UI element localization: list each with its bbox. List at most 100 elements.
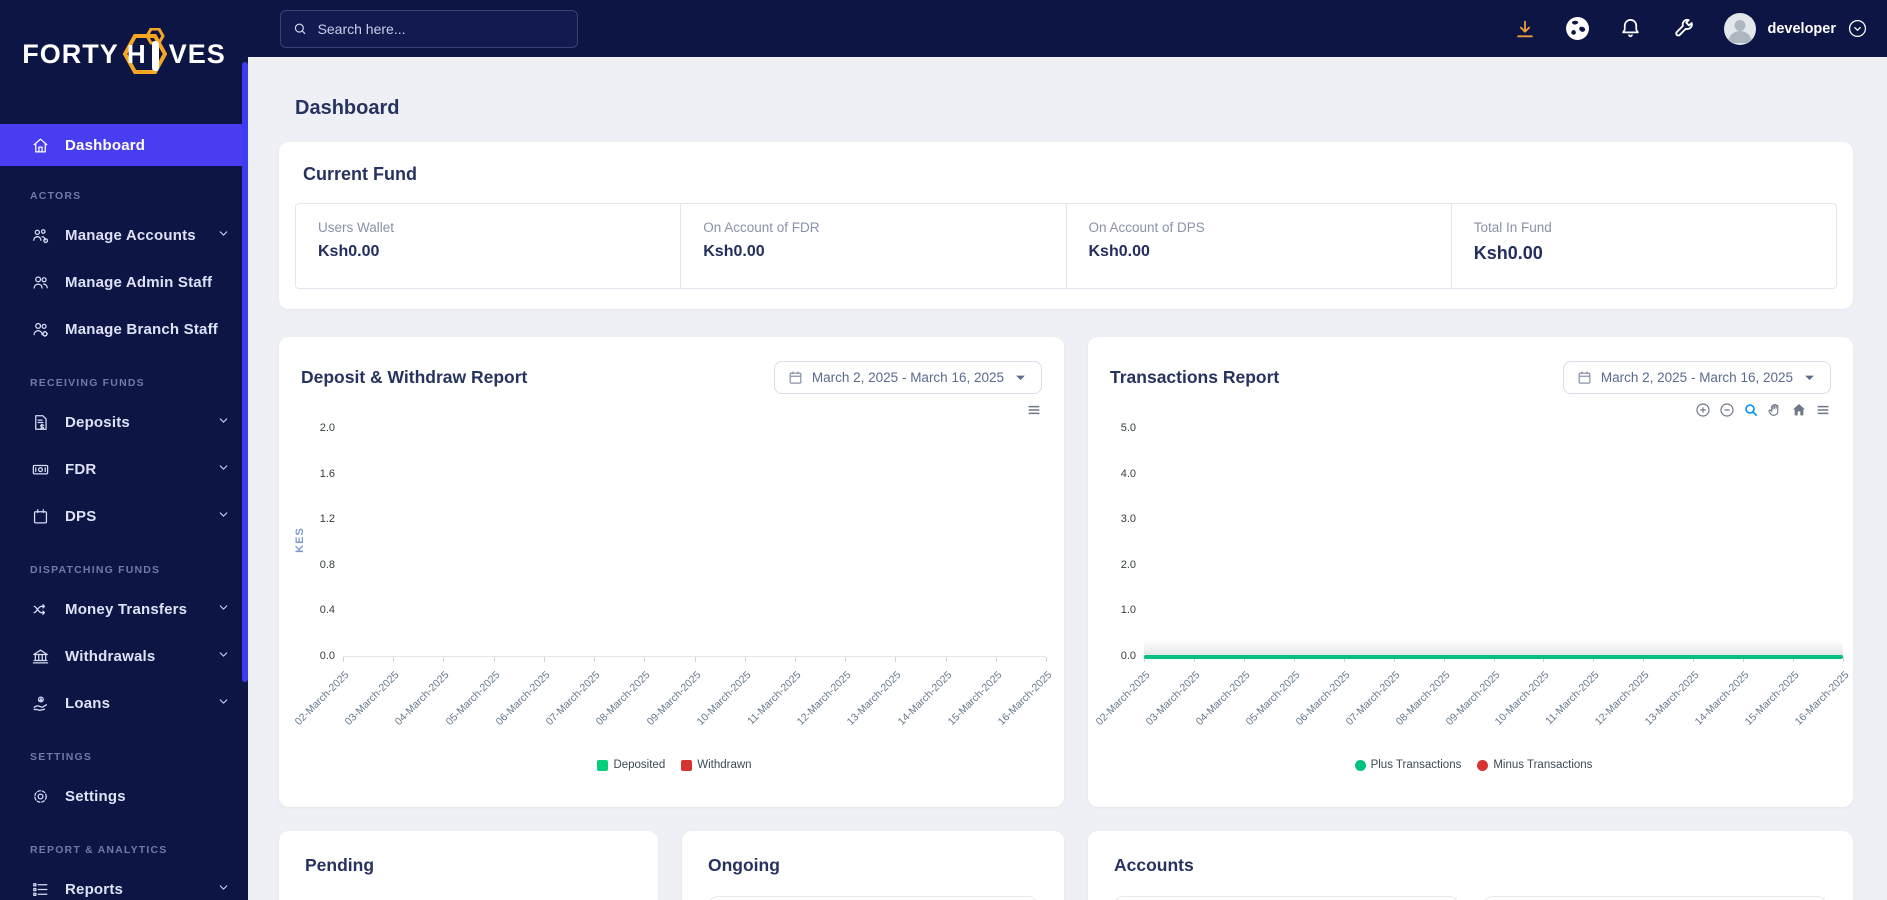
x-axis-tick (1344, 657, 1345, 662)
sidebar-nav: Dashboard ACTORS Manage Accounts Manage Adm… (0, 108, 248, 900)
sidebar-item-label: FDR (65, 461, 97, 478)
menu-icon[interactable] (1025, 401, 1042, 418)
legend-marker (1477, 759, 1489, 771)
money-transfers-icon (30, 600, 50, 620)
selection-zoom-icon[interactable] (1742, 401, 1759, 418)
fund-stat-cell: On Account of FDR Ksh0.00 (681, 204, 1067, 288)
legend-item[interactable]: Withdrawn (681, 759, 752, 771)
legend-item[interactable]: Plus Transactions (1354, 759, 1461, 771)
current-fund-title: Current Fund (303, 164, 417, 184)
pending-title: Pending (305, 855, 375, 875)
fdr-icon (30, 460, 50, 480)
menu-icon[interactable] (1814, 401, 1831, 418)
zoom-out-icon[interactable] (1718, 401, 1735, 418)
current-fund-card: Current Fund Users Wallet Ksh0.00 On Accou… (279, 142, 1853, 309)
search-input[interactable] (317, 20, 565, 37)
globe-icon[interactable] (1565, 16, 1591, 42)
search-box (280, 9, 578, 48)
topbar: developer (248, 0, 1887, 57)
download-icon[interactable] (1512, 16, 1538, 42)
accounts-item: 0 View All (1482, 896, 1827, 900)
chart-header: Transactions Report March 2, 2025 - Marc… (1088, 337, 1853, 394)
x-axis-tick (1494, 657, 1495, 662)
chevron-down-icon (217, 648, 230, 665)
chart-header: Deposit & Withdraw Report March 2, 2025 … (279, 337, 1064, 394)
legend-label: Minus Transactions (1493, 759, 1593, 771)
fund-stat-label: On Account of DPS (1088, 220, 1205, 235)
sidebar-item-manage-branch-staff[interactable]: Manage Branch Staff (0, 306, 248, 353)
sidebar-item-fdr[interactable]: FDR (0, 446, 248, 493)
sidebar-item-dashboard[interactable]: Dashboard (0, 124, 248, 166)
date-range-label: March 2, 2025 - March 16, 2025 (811, 370, 1004, 385)
sidebar-item-label: Deposits (65, 414, 130, 431)
sidebar-item-manage-accounts[interactable]: Manage Accounts (0, 212, 248, 259)
sidebar-item-reports[interactable]: Reports (0, 866, 248, 900)
chevron-down-icon (217, 461, 230, 478)
x-axis-tick (1244, 657, 1245, 662)
zoom-in-icon[interactable] (1694, 401, 1711, 418)
sidebar-item-deposits[interactable]: Deposits (0, 399, 248, 446)
sidebar-item-settings[interactable]: Settings (0, 773, 248, 820)
sidebar-scrollbar[interactable] (242, 62, 248, 682)
fund-stat-value: Ksh0.00 (1088, 243, 1150, 260)
sidebar-item-withdrawals[interactable]: Withdrawals (0, 633, 248, 680)
calendar-icon (1578, 371, 1591, 384)
user-menu[interactable]: developer (1723, 12, 1868, 45)
legend-item[interactable]: Deposited (597, 759, 665, 771)
sidebar-item-dps[interactable]: DPS (0, 493, 248, 540)
chevron-down-circle-icon (1848, 19, 1867, 38)
dps-icon (30, 507, 50, 527)
dashboard-icon (30, 135, 50, 155)
sidebar-item-money-transfers[interactable]: Money Transfers (0, 586, 248, 633)
accounts-boxes: 0 View All 0 View All (1114, 896, 1827, 900)
y-axis-tick-label: 4.0 (1120, 467, 1136, 480)
notifications-bell-icon[interactable] (1618, 16, 1644, 42)
chevron-down-icon (217, 508, 230, 525)
sidebar-item-manage-admin-staff[interactable]: Manage Admin Staff (0, 259, 248, 306)
legend-marker (681, 759, 693, 771)
y-axis-tick-label: 1.0 (1120, 604, 1136, 617)
date-range-picker[interactable]: March 2, 2025 - March 16, 2025 (1562, 361, 1831, 394)
y-axis-tick-label: 0.4 (319, 604, 335, 617)
x-axis-tick (1593, 657, 1594, 662)
wrench-icon[interactable] (1671, 16, 1697, 42)
caret-down-icon (1016, 375, 1025, 380)
y-axis-tick-label: 3.0 (1120, 513, 1136, 526)
brand-i-bar (151, 41, 159, 71)
x-axis-tick (393, 657, 394, 662)
sidebar-item-loans[interactable]: Loans (0, 680, 248, 727)
chevron-down-icon (217, 695, 230, 712)
caret-down-icon (1805, 375, 1814, 380)
ongoing-item: 0 View All (708, 896, 1038, 900)
deposit-withdraw-chart-card: Deposit & Withdraw Report March 2, 2025 … (279, 337, 1064, 807)
zero-value-line (1144, 655, 1843, 659)
x-axis-tick (946, 657, 947, 662)
home-icon[interactable] (1790, 401, 1807, 418)
brand-hexagon-icon: H (121, 28, 167, 80)
chevron-down-icon (217, 601, 230, 618)
ongoing-card: Ongoing 0 View All (682, 831, 1064, 900)
legend-item[interactable]: Minus Transactions (1477, 759, 1592, 771)
chevron-down-icon (217, 414, 230, 431)
x-axis-tick (1294, 657, 1295, 662)
avatar (1723, 12, 1756, 45)
brand-text-left: FORTY (22, 38, 119, 69)
accounts-item: 0 View All (1114, 896, 1459, 900)
x-axis-tick (544, 657, 545, 662)
y-axis-tick-label: 0.0 (319, 650, 335, 662)
nav-section-header: SETTINGS (30, 751, 93, 763)
deposits-icon (30, 413, 50, 433)
date-range-picker[interactable]: March 2, 2025 - March 16, 2025 (773, 361, 1042, 394)
x-axis-tick (594, 657, 595, 662)
username-label: developer (1767, 20, 1837, 37)
x-axis-tick (996, 657, 997, 662)
sidebar-item-label: Reports (65, 881, 124, 898)
calendar-icon (789, 371, 802, 384)
manage-admin-staff-icon (30, 273, 50, 293)
date-range-label: March 2, 2025 - March 16, 2025 (1600, 370, 1793, 385)
pan-icon[interactable] (1766, 401, 1783, 418)
chart-legend: Deposited Withdrawn (303, 759, 1046, 771)
chart-title: Deposit & Withdraw Report (301, 367, 528, 387)
pending-card: Pending Deposit Requests 0 (279, 831, 658, 900)
